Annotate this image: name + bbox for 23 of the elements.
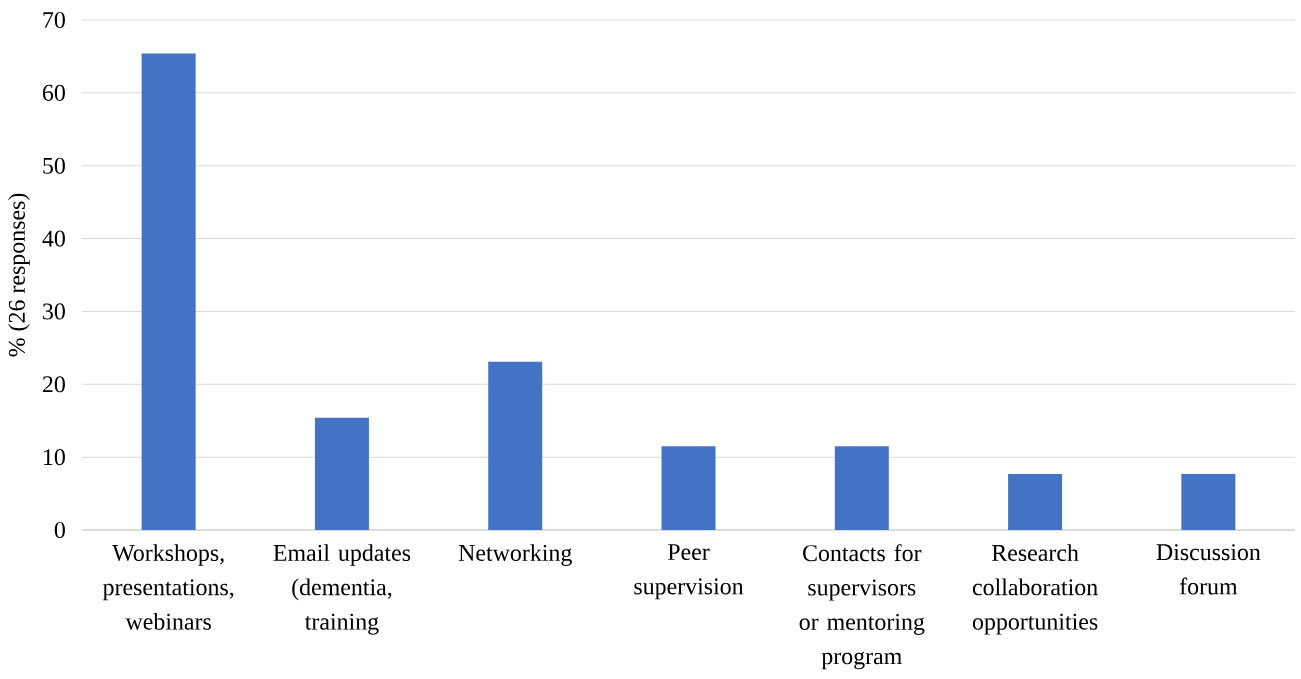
y-tick-label: 30 [43, 303, 65, 320]
x-tick-label: Contacts for supervisors or mentoring program [799, 544, 925, 670]
bar [834, 446, 889, 530]
bar [1008, 473, 1063, 530]
y-tick-label: 10 [44, 449, 65, 466]
x-tick-label: Email updates (dementia, training [273, 544, 411, 635]
y-tick-label: 60 [42, 84, 65, 101]
y-tick-label: 70 [43, 11, 65, 29]
y-tick-label: 50 [43, 157, 65, 174]
y-axis-title: % (26 responses) [8, 193, 30, 357]
x-tick-label: Research collaboration opportunities [972, 544, 1098, 635]
x-tick-label: Networking [458, 544, 572, 566]
x-tick-label: Discussion forum [1156, 544, 1261, 595]
y-tick-label: 20 [42, 376, 65, 393]
bar [314, 417, 369, 530]
x-tick-label: Peer supervision [634, 544, 744, 600]
y-tick-label: 0 [54, 521, 65, 539]
y-tick-label: 40 [42, 230, 65, 247]
bar [488, 361, 543, 530]
bar [1181, 473, 1236, 530]
bar [141, 53, 196, 530]
bar [661, 446, 716, 530]
x-tick-label: Workshops, presentations, webinars [102, 544, 234, 630]
